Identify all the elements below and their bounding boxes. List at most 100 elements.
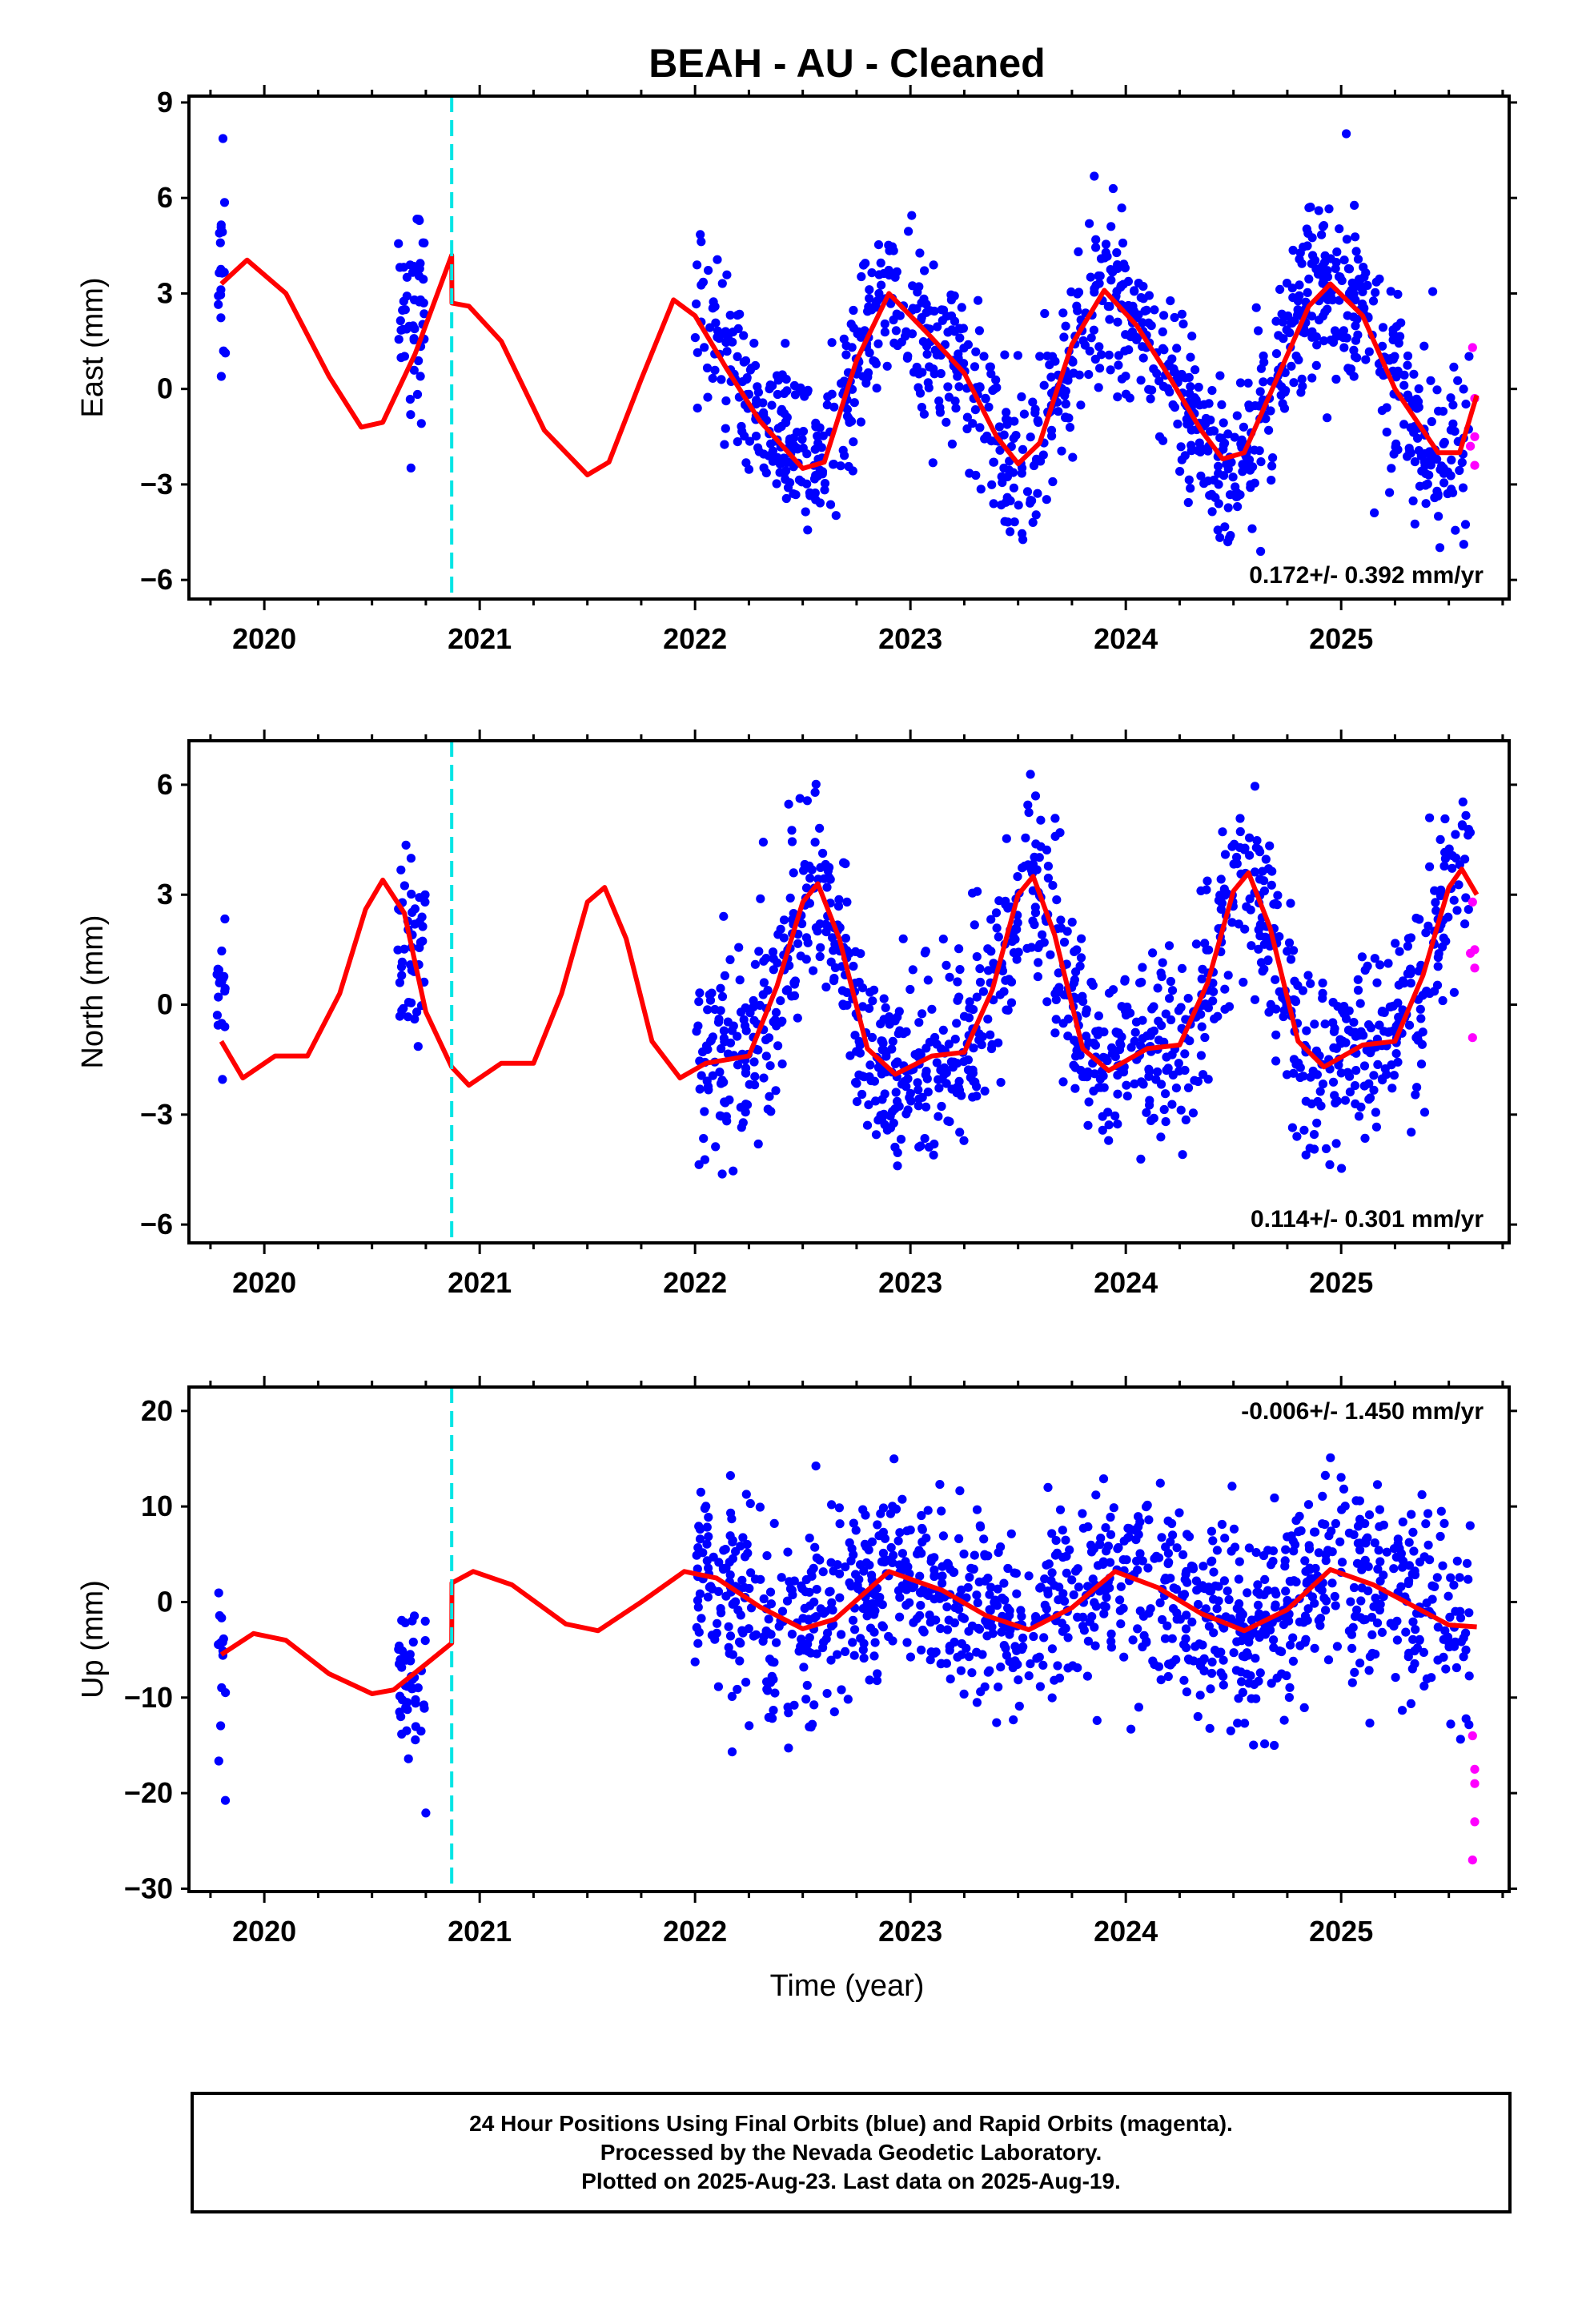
final-orbit-point [1130, 287, 1139, 296]
final-orbit-point [721, 396, 731, 406]
final-orbit-point [797, 1634, 806, 1644]
final-orbit-point [860, 1539, 869, 1549]
final-orbit-point [1245, 850, 1255, 860]
final-orbit-point [848, 1638, 857, 1647]
final-orbit-point [1075, 961, 1085, 971]
final-orbit-point [1089, 1038, 1098, 1047]
final-orbit-point [1403, 351, 1413, 361]
final-orbit-point [1415, 1634, 1424, 1644]
final-orbit-point [717, 991, 728, 1002]
final-orbit-point [790, 976, 801, 986]
final-orbit-point [1071, 1566, 1081, 1576]
final-orbit-point [1111, 1027, 1121, 1037]
final-orbit-point [1460, 919, 1470, 929]
final-orbit-point [1321, 1144, 1331, 1153]
final-orbit-point [777, 1573, 786, 1582]
final-orbit-point [867, 268, 877, 278]
final-orbit-point [865, 285, 874, 295]
final-orbit-point [1323, 413, 1332, 423]
final-orbit-point [776, 996, 785, 1006]
final-orbit-point [910, 1050, 920, 1059]
final-orbit-point [829, 402, 839, 412]
final-orbit-point [1131, 1017, 1142, 1027]
final-orbit-point [718, 1564, 729, 1574]
final-orbit-point [989, 457, 998, 467]
final-orbit-point [737, 1575, 747, 1585]
final-orbit-point [841, 350, 851, 360]
final-orbit-point [972, 1505, 982, 1514]
final-orbit-point [1403, 1652, 1413, 1662]
final-orbit-point [1026, 770, 1035, 779]
final-orbit-point [1335, 224, 1344, 234]
final-orbit-point [1351, 1066, 1361, 1076]
final-orbit-point [1146, 1116, 1156, 1125]
final-orbit-point [990, 1595, 1000, 1605]
final-orbit-point [1371, 1108, 1380, 1117]
final-orbit-point [1250, 445, 1259, 455]
final-orbit-point [1173, 419, 1182, 429]
final-orbit-point [1035, 352, 1045, 361]
final-orbit-point [770, 1688, 780, 1698]
x-tick-label: 2023 [878, 1915, 942, 1948]
final-orbit-point [1136, 1041, 1146, 1051]
final-orbit-point [749, 1631, 759, 1641]
final-orbit-point [416, 419, 426, 428]
final-orbit-point [1247, 1615, 1256, 1625]
final-orbit-point [919, 409, 929, 419]
final-orbit-point [1082, 1072, 1092, 1082]
final-orbit-point [1393, 1534, 1403, 1544]
final-orbit-point [1079, 1626, 1089, 1635]
final-orbit-point [1315, 1087, 1325, 1096]
final-orbit-point [1355, 999, 1365, 1008]
final-orbit-point [1106, 222, 1116, 231]
final-orbit-point [1076, 400, 1086, 410]
final-orbit-point [1078, 336, 1088, 346]
final-orbit-point [1146, 394, 1155, 404]
final-orbit-point [1059, 332, 1069, 342]
final-orbit-point [1254, 1676, 1263, 1686]
final-orbit-point [938, 316, 947, 325]
final-orbit-point [948, 1063, 958, 1072]
final-orbit-point [1142, 1031, 1152, 1041]
final-orbit-point [810, 787, 820, 798]
final-orbit-point [1176, 1105, 1186, 1115]
final-orbit-point [930, 306, 939, 316]
final-orbit-point [1456, 1613, 1466, 1622]
final-orbit-point [1170, 368, 1180, 377]
final-orbit-point [963, 1055, 973, 1065]
final-orbit-point [991, 908, 1002, 918]
final-orbit-point [822, 400, 832, 410]
final-orbit-point [897, 337, 906, 347]
final-orbit-point [1094, 271, 1103, 281]
final-orbit-point [1104, 1120, 1114, 1130]
final-orbit-point [703, 392, 713, 402]
final-orbit-point [721, 424, 730, 433]
final-orbit-point [1435, 543, 1445, 553]
final-orbit-point [749, 1057, 759, 1067]
final-orbit-point [1195, 1691, 1205, 1700]
final-orbit-point [1017, 468, 1026, 478]
final-orbit-point [1175, 467, 1185, 476]
final-orbit-point [849, 1651, 859, 1660]
final-orbit-point [975, 382, 985, 392]
final-orbit-point [1375, 960, 1385, 970]
final-orbit-point [829, 976, 839, 986]
final-orbit-point [938, 1025, 948, 1035]
final-orbit-point [1167, 986, 1178, 995]
final-orbit-point [1028, 859, 1038, 869]
final-orbit-point [1065, 423, 1075, 432]
final-orbit-point [1253, 1600, 1263, 1610]
final-orbit-point [809, 966, 818, 975]
final-orbit-point [959, 359, 969, 368]
final-orbit-point [1439, 1518, 1449, 1528]
final-orbit-point [1213, 525, 1223, 535]
final-orbit-point [1361, 355, 1371, 364]
final-orbit-point [1074, 1582, 1083, 1592]
final-orbit-point [1161, 1089, 1170, 1099]
final-orbit-point [953, 372, 962, 381]
final-orbit-point [850, 1031, 860, 1040]
final-orbit-point [935, 408, 945, 417]
final-orbit-point [724, 1622, 733, 1631]
final-orbit-point [1445, 1612, 1455, 1622]
final-orbit-point [994, 1038, 1003, 1047]
